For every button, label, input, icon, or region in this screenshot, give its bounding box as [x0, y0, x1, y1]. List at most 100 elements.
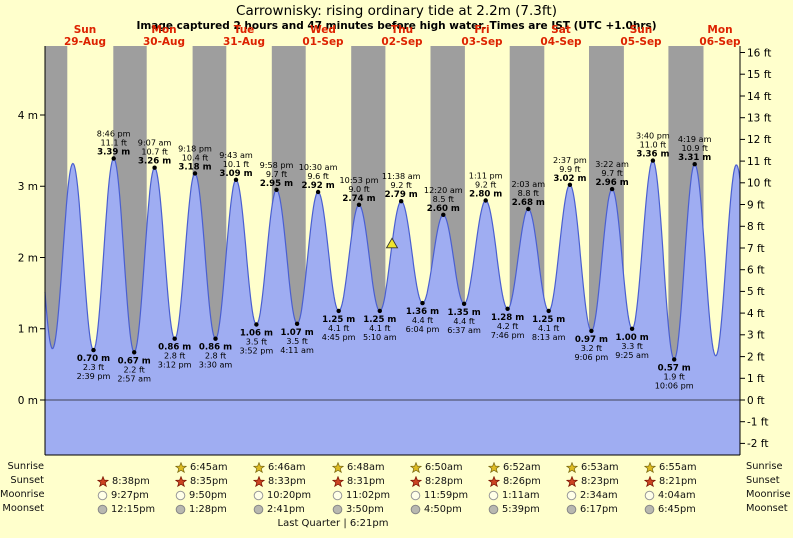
tide-annotation-line: 1.35 m — [448, 308, 481, 318]
day-name: Thu — [390, 24, 414, 36]
tide-annotation-line: 11.1 ft — [100, 138, 126, 148]
moonset-row-label-right: Moonset — [746, 503, 788, 514]
tide-annotation-line: 1.28 m — [491, 313, 524, 323]
sunset-cell: 8:26pm — [487, 475, 541, 488]
tide-annotation-line: 1.06 m — [240, 329, 273, 339]
moonset-icon — [488, 504, 499, 515]
tide-extreme-dot — [233, 177, 239, 182]
tide-annotation-line: 4:11 am — [280, 345, 314, 355]
tide-annotation-line: 0.57 m — [658, 363, 691, 373]
tide-annotation-line: 1.00 m — [616, 333, 649, 343]
sunset-row-label-left: Sunset — [10, 475, 44, 486]
day-name: Fri — [474, 24, 490, 36]
day-name: Mon — [151, 24, 177, 36]
day-labels-row: Sun 29-Aug Mon 30-Aug Tue 31-Aug Wed 01-Sep Thu 0… — [0, 24, 793, 52]
sunset-time: 8:33pm — [268, 476, 306, 487]
tide-annotation-line: 3.36 m — [636, 150, 669, 160]
sunrise-cell: 6:50am — [409, 461, 463, 474]
sunrise-star-icon — [643, 461, 657, 474]
tide-annotation-line: 10:53 pm — [340, 175, 379, 185]
tide-annotation-line: 6:04 pm — [406, 324, 440, 334]
feet-axis-label: -2 ft — [747, 438, 768, 450]
tide-annotation-line: 7:46 pm — [491, 330, 525, 340]
feet-axis-label: 8 ft — [747, 221, 765, 233]
moonrise-icon — [410, 490, 421, 501]
sunset-cell: 8:28pm — [409, 475, 463, 488]
tide-extreme-dot — [152, 165, 157, 170]
moonset-time: 6:45pm — [658, 504, 696, 515]
moonset-cell: 5:39pm — [488, 503, 540, 516]
sunrise-star-icon — [487, 461, 501, 474]
sunset-cell: 8:23pm — [565, 475, 619, 488]
feet-axis-label: 14 ft — [747, 91, 771, 103]
moonrise-icon — [566, 490, 577, 501]
meters-axis-label: 4 m — [18, 110, 38, 122]
tide-annotation-line: 11.0 ft — [640, 140, 666, 150]
tide-extreme-dot — [420, 300, 425, 306]
sunset-star-icon — [409, 475, 423, 488]
tide-annotation-line: 3.3 ft — [621, 341, 642, 351]
tide-annotation-line: 3.02 m — [553, 174, 586, 184]
moonset-icon — [410, 504, 421, 515]
day-date: 06-Sep — [699, 36, 741, 48]
tide-annotation-line: 9.7 ft — [266, 169, 287, 179]
tide-extreme-dot — [192, 171, 198, 176]
tide-extreme-dot — [356, 202, 362, 207]
tide-annotation-line: 4.2 ft — [497, 321, 518, 331]
moonrise-icon — [488, 490, 499, 501]
tide-annotation-line: 3.2 ft — [581, 343, 602, 353]
meters-axis-label: 2 m — [18, 252, 38, 264]
tide-extreme-dot — [336, 308, 341, 314]
tide-annotation-line: 3.26 m — [138, 157, 171, 167]
day-name: Wed — [310, 24, 336, 36]
feet-axis-label: 0 ft — [747, 395, 765, 407]
feet-axis-label: 7 ft — [747, 243, 765, 255]
tide-annotation-line: 1.25 m — [322, 315, 355, 325]
moonset-icon — [644, 504, 655, 515]
sunset-cell: 8:31pm — [331, 475, 385, 488]
day-date: 29-Aug — [63, 36, 107, 48]
feet-axis-label: 5 ft — [747, 286, 765, 298]
meters-axis-label: 3 m — [18, 181, 38, 193]
feet-axis-label: 11 ft — [747, 156, 771, 168]
moonset-icon — [566, 504, 577, 515]
sunset-time: 8:26pm — [503, 476, 541, 487]
day-label: Fri 03-Sep — [440, 24, 524, 48]
tide-annotation-line: 0.67 m — [118, 356, 151, 366]
day-name: Sun — [73, 24, 97, 36]
feet-axis-label: 4 ft — [747, 308, 765, 320]
tide-annotation-line: 2:03 am — [512, 179, 546, 189]
tide-annotation-line: 1.25 m — [363, 315, 396, 325]
feet-axis-label: 3 ft — [747, 330, 765, 342]
moonset-icon — [253, 504, 264, 515]
sunrise-time: 6:55am — [659, 462, 697, 473]
moonrise-row-label-right: Moonrise — [746, 489, 791, 500]
day-label: Sun 29-Aug — [43, 24, 127, 48]
tide-annotation-line: 1.36 m — [406, 307, 439, 317]
sunrise-cell: 6:52am — [487, 461, 541, 474]
page-subtitle: Image captured 2 hours and 47 minutes be… — [136, 20, 657, 32]
sunset-time: 8:31pm — [347, 476, 385, 487]
tide-annotation-line: 0.86 m — [199, 343, 232, 353]
tide-annotation-line: 9:58 pm — [260, 160, 294, 170]
tide-annotation-line: 8:13 am — [532, 332, 566, 342]
moonrise-time: 1:11am — [502, 490, 540, 501]
tide-annotation-line: 4.1 ft — [538, 323, 559, 333]
tide-annotation-line: 10.4 ft — [182, 152, 208, 162]
moonset-cell: 1:28pm — [175, 503, 227, 516]
page-title: Carrownisky: rising ordinary tide at 2.2… — [236, 3, 557, 19]
tide-annotation-line: 3.5 ft — [246, 337, 267, 347]
day-date: 04-Sep — [540, 36, 582, 48]
moonset-icon — [175, 504, 186, 515]
tide-annotation-line: 12:20 am — [424, 185, 463, 195]
sunrise-time: 6:50am — [425, 462, 463, 473]
tide-annotation-line: 10:06 pm — [655, 380, 694, 390]
sunset-star-icon — [96, 475, 110, 488]
moonrise-icon — [332, 490, 343, 501]
tide-extreme-dot — [254, 322, 259, 327]
tide-annotation-line: 3:40 pm — [636, 131, 670, 141]
tide-annotation-line: 3.5 ft — [286, 336, 307, 346]
sunset-star-icon — [331, 475, 345, 488]
sunset-cell: 8:35pm — [174, 475, 228, 488]
moonset-cell: 6:17pm — [566, 503, 618, 516]
